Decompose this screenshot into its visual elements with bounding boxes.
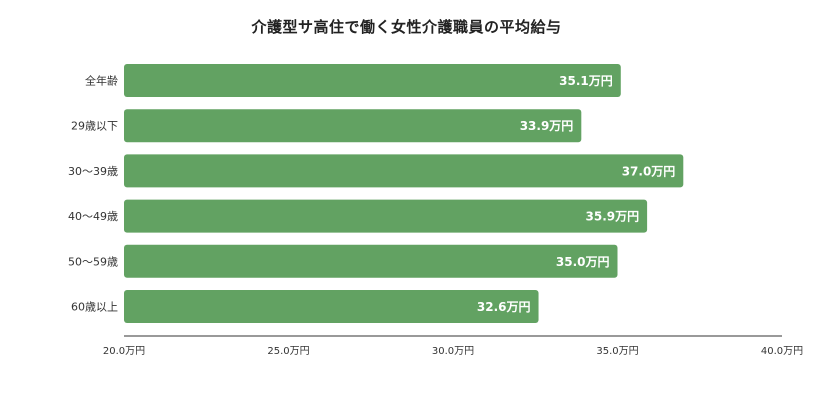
value-label-5: 32.6万円 <box>477 300 531 314</box>
value-label-1: 33.9万円 <box>520 119 574 133</box>
bar-1 <box>124 109 582 143</box>
value-label-3: 35.9万円 <box>586 210 640 224</box>
value-label-0: 35.1万円 <box>559 74 613 88</box>
bar-3 <box>124 199 648 233</box>
category-label-0: 全年齢 <box>85 74 118 88</box>
category-label-3: 40～49歳 <box>68 210 118 223</box>
x-tick-label-2: 30.0万円 <box>432 346 474 357</box>
value-label-4: 35.0万円 <box>556 255 610 269</box>
bar-5 <box>124 290 539 323</box>
chart-title: 介護型サ高住で働く女性介護職員の平均給与 <box>251 18 562 36</box>
x-tick-label-4: 40.0万円 <box>761 346 803 357</box>
category-label-2: 30～39歳 <box>68 165 118 178</box>
bar-2 <box>124 154 684 188</box>
x-tick-label-3: 35.0万円 <box>596 346 638 357</box>
category-label-1: 29歳以下 <box>71 120 118 133</box>
x-tick-label-0: 20.0万円 <box>103 346 145 357</box>
bar-4 <box>124 244 618 278</box>
category-label-5: 60歳以上 <box>71 301 118 314</box>
x-tick-label-1: 25.0万円 <box>267 346 309 357</box>
category-label-4: 50～59歳 <box>68 255 118 268</box>
value-label-2: 37.0万円 <box>622 164 676 178</box>
bar-0 <box>124 64 621 97</box>
